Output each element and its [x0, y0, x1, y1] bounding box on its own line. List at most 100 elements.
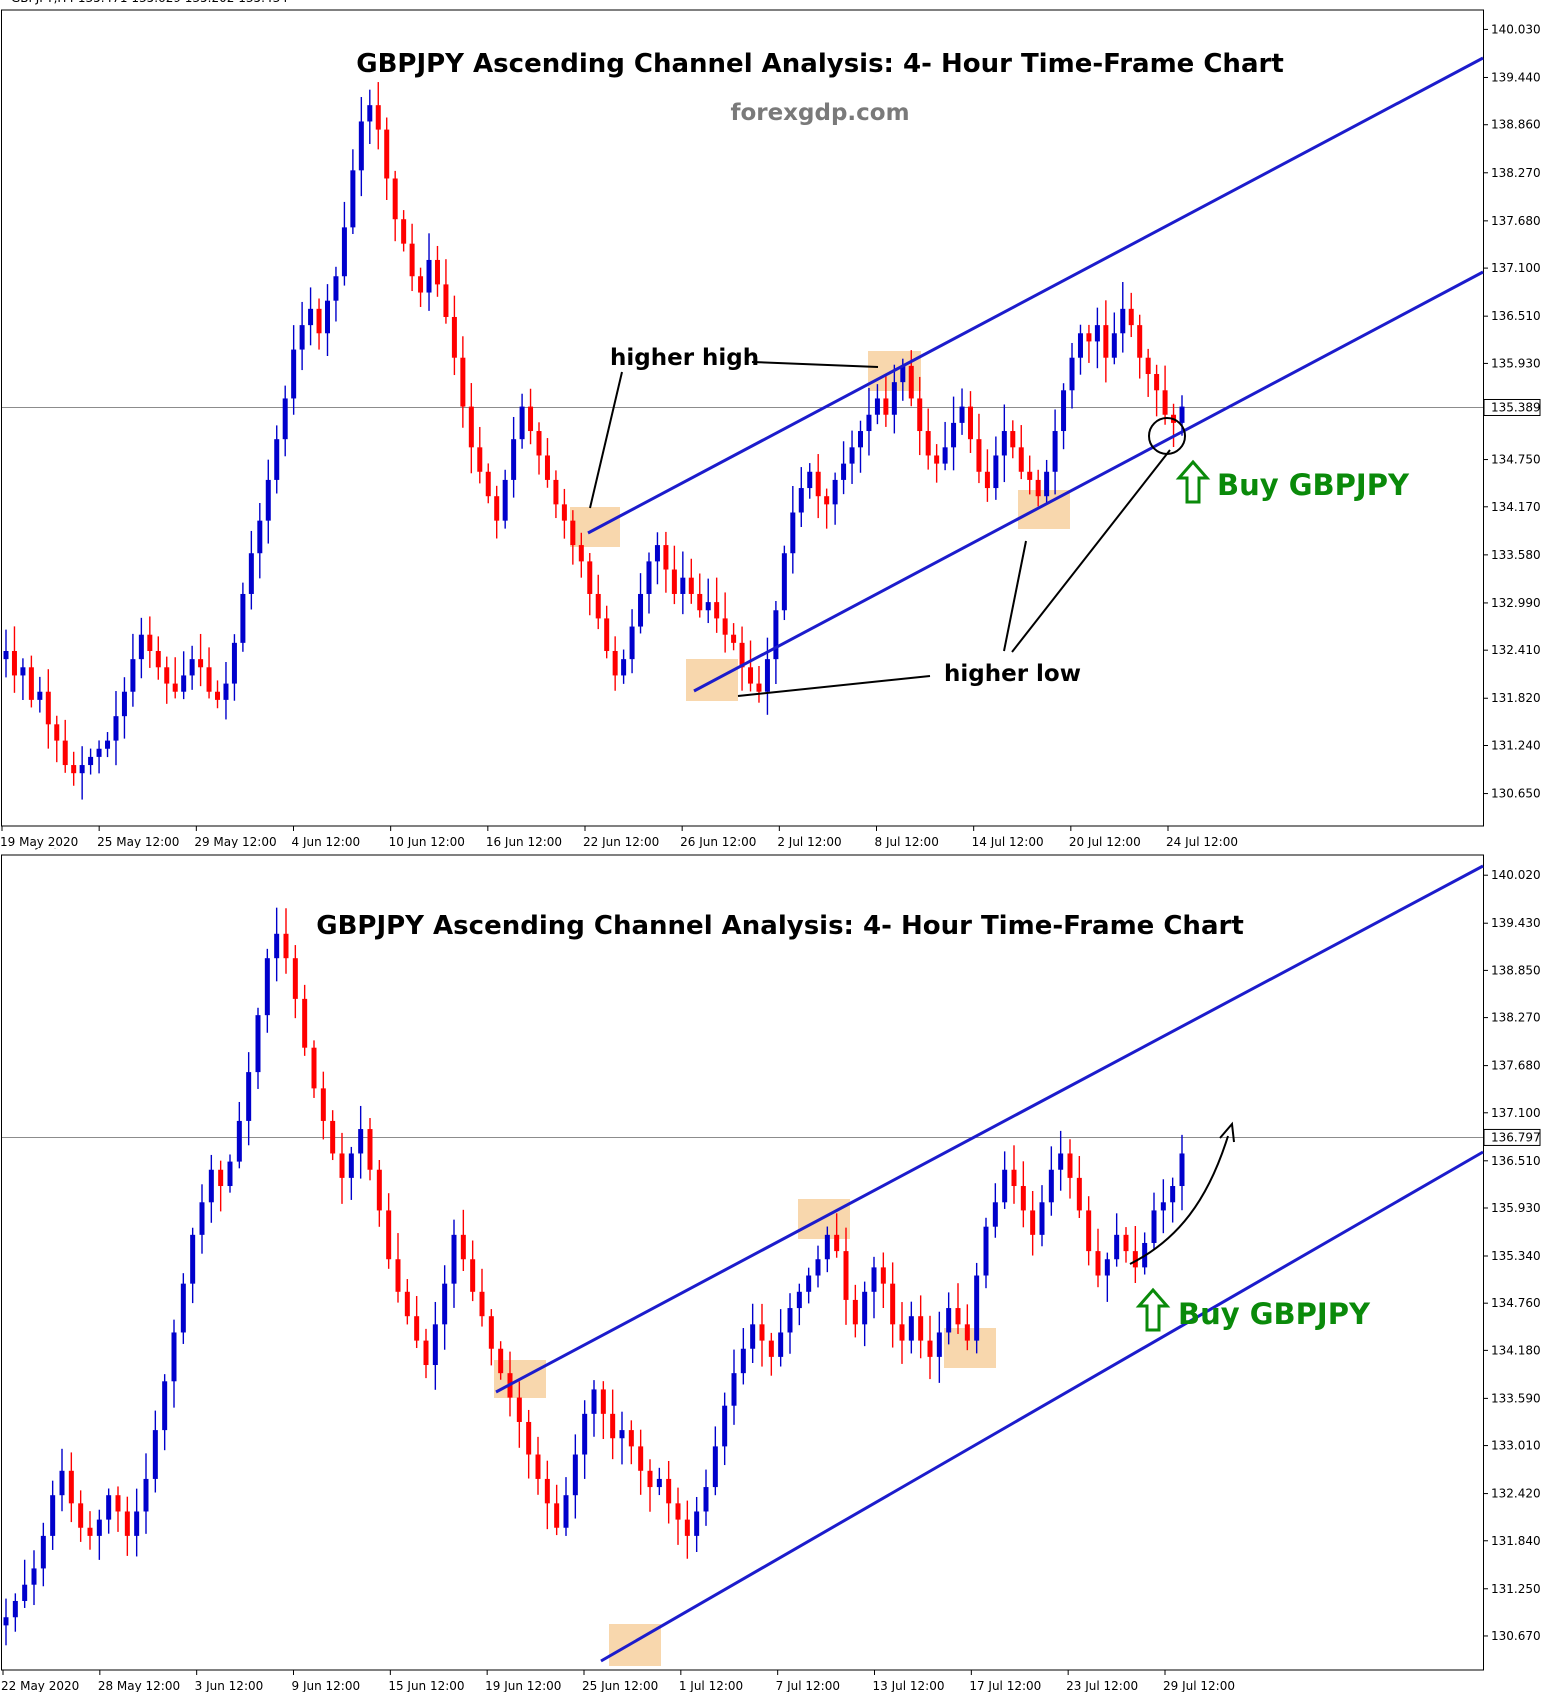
candle-body	[257, 520, 263, 554]
candle-body	[1132, 1251, 1138, 1268]
x-tick-label: 28 May 12:00	[98, 1679, 180, 1692]
candle-body	[320, 1088, 326, 1121]
candle-body	[164, 667, 170, 684]
candle-body	[1151, 1210, 1157, 1243]
y-tick-label: 131.250	[1491, 1582, 1541, 1596]
symbol-info: GBPJPY,H4 135.471 135.629 135.202 135.43…	[11, 0, 288, 5]
candle-body	[1123, 1234, 1129, 1252]
candle-body	[28, 667, 34, 700]
candle-body	[824, 496, 830, 505]
y-tick-label: 137.680	[1491, 214, 1541, 228]
y-tick-label: 137.100	[1491, 1106, 1541, 1120]
symbol-info: GBPJPY,H4 136.441 136.885 136.384 136.79…	[11, 848, 288, 850]
y-tick-label: 135.340	[1491, 1249, 1541, 1263]
candle-body	[308, 308, 314, 326]
y-tick-label: 135.930	[1491, 356, 1541, 370]
x-tick-label: 10 Jun 12:00	[389, 835, 465, 848]
candle-body	[401, 219, 407, 244]
candle-body	[849, 447, 855, 464]
x-tick-label: 29 Jul 12:00	[1163, 1679, 1235, 1692]
candle-body	[1052, 431, 1058, 472]
x-tick-label: 1 Jul 12:00	[679, 1679, 743, 1692]
candle-body	[1179, 406, 1185, 423]
candle-body	[1170, 1186, 1176, 1203]
candle-body	[1137, 325, 1143, 358]
chart-panel-top[interactable]: higher high higher low Buy GBPJPY 140.030 1…	[0, 0, 1544, 848]
candle-body	[375, 105, 381, 130]
candle-body	[451, 1234, 457, 1284]
candle-body	[96, 748, 102, 757]
swing-highlight-box	[570, 507, 620, 547]
candle-body	[526, 1421, 532, 1455]
candle-body	[299, 325, 305, 350]
candle-body	[1020, 1186, 1026, 1211]
y-tick-label: 133.580	[1491, 548, 1541, 562]
x-tick-label: 3 Jun 12:00	[195, 1679, 264, 1692]
candle-body	[171, 1332, 177, 1382]
y-tick-label: 139.430	[1491, 916, 1541, 930]
candle-body	[162, 1381, 168, 1431]
buy-label: Buy GBPJPY	[1217, 468, 1410, 502]
candle-body	[339, 1153, 345, 1178]
candle-body	[967, 406, 973, 440]
candle-body	[798, 488, 804, 513]
candle-body	[1095, 1251, 1101, 1276]
chart-top-svg[interactable]: higher high higher low Buy GBPJPY 140.030 1…	[0, 0, 1544, 848]
candle-body	[62, 740, 68, 766]
candle-body	[240, 593, 246, 643]
candle-body	[113, 716, 119, 741]
candle-body	[946, 1308, 952, 1333]
candle-body	[917, 398, 923, 432]
candle-body	[918, 1316, 924, 1341]
y-tick-label: 140.020	[1491, 868, 1541, 882]
candle-body	[740, 1348, 746, 1374]
channel-upper-line	[587, 56, 1484, 535]
candle-body	[1044, 471, 1050, 497]
candle-body	[460, 1234, 466, 1260]
higher-low-pointer	[1011, 449, 1171, 653]
y-tick-label: 137.100	[1491, 261, 1541, 275]
candle-body	[1027, 471, 1033, 480]
y-tick-label: 133.010	[1491, 1439, 1541, 1453]
candle-body	[591, 1389, 597, 1414]
candle-body	[248, 553, 254, 594]
candle-body	[88, 756, 94, 766]
candle-body	[376, 1169, 382, 1211]
x-tick-label: 29 May 12:00	[194, 835, 276, 848]
candle-body	[426, 259, 432, 293]
candle-body	[880, 1267, 886, 1284]
candle-body	[434, 259, 440, 285]
x-tick-label: 19 Jun 12:00	[485, 1679, 561, 1692]
candle-body	[781, 553, 787, 611]
candle-body	[283, 933, 289, 959]
channel-upper-line	[495, 864, 1484, 1394]
candle-body	[578, 545, 584, 562]
candle-body	[208, 1169, 214, 1203]
chart-bottom-svg[interactable]: Buy GBPJPY 140.020 139.430 138.850 138.270 1…	[0, 848, 1544, 1692]
candle-body	[1154, 374, 1160, 391]
candle-body	[722, 1405, 728, 1447]
candle-body	[535, 1454, 541, 1479]
candle-body	[604, 618, 610, 651]
y-tick-label: 132.990	[1491, 596, 1541, 610]
candle-body	[815, 471, 821, 497]
candle-body	[442, 1283, 448, 1325]
candle-body	[890, 1283, 896, 1325]
candle-body	[274, 933, 280, 959]
candle-body	[806, 1275, 812, 1292]
x-tick-label: 23 Jul 12:00	[1066, 1679, 1138, 1692]
candle-body	[536, 431, 542, 456]
candle-body	[350, 170, 356, 228]
x-tick-label: 15 Jun 12:00	[388, 1679, 464, 1692]
candle-body	[45, 691, 51, 725]
candle-body	[773, 610, 779, 660]
candle-body	[654, 545, 660, 562]
higher-high-pointer	[751, 361, 879, 368]
chart-panel-bottom[interactable]: Buy GBPJPY 140.020 139.430 138.850 138.270 1…	[0, 848, 1544, 1692]
candle-body	[974, 1275, 980, 1341]
candle-body	[358, 1129, 364, 1154]
y-tick-label: 134.750	[1491, 453, 1541, 467]
candle-body	[666, 1478, 672, 1504]
candle-body	[587, 561, 593, 594]
candle-body	[983, 1226, 989, 1276]
